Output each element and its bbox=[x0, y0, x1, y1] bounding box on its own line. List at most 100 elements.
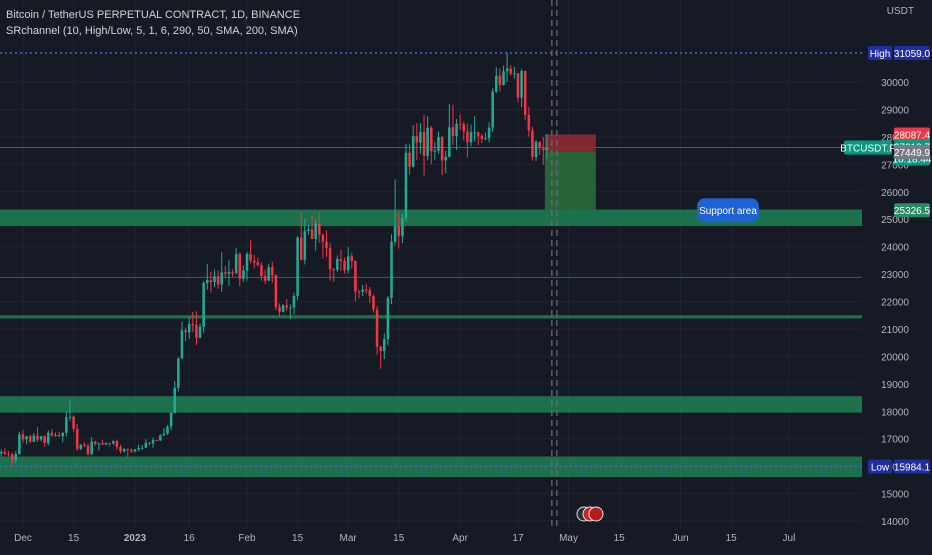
candle-body[interactable] bbox=[75, 428, 79, 449]
candle-body[interactable] bbox=[527, 114, 531, 131]
candle-body[interactable] bbox=[25, 436, 28, 440]
candle-body[interactable] bbox=[343, 260, 346, 271]
candle-body[interactable] bbox=[14, 454, 18, 461]
candle-body[interactable] bbox=[285, 305, 289, 308]
candle-body[interactable] bbox=[422, 132, 426, 156]
candle-body[interactable] bbox=[238, 253, 242, 279]
candle-body[interactable] bbox=[187, 323, 191, 333]
candle-body[interactable] bbox=[440, 137, 444, 161]
candle-body[interactable] bbox=[375, 309, 379, 347]
candle-body[interactable] bbox=[7, 453, 10, 455]
candle-body[interactable] bbox=[307, 229, 310, 231]
candle-body[interactable] bbox=[159, 435, 162, 441]
candle-body[interactable] bbox=[419, 132, 422, 143]
candle-body[interactable] bbox=[224, 272, 227, 274]
candle-body[interactable] bbox=[448, 127, 451, 157]
candle-body[interactable] bbox=[292, 296, 296, 308]
candle-body[interactable] bbox=[245, 254, 249, 271]
candle-body[interactable] bbox=[205, 280, 209, 284]
candle-body[interactable] bbox=[531, 130, 534, 157]
candle-body[interactable] bbox=[350, 256, 354, 261]
candle-body[interactable] bbox=[429, 127, 433, 152]
candle-body[interactable] bbox=[390, 241, 393, 298]
candle-body[interactable] bbox=[487, 127, 491, 139]
candle-body[interactable] bbox=[177, 358, 180, 388]
candle-body[interactable] bbox=[303, 230, 307, 260]
candle-body[interactable] bbox=[0, 451, 3, 454]
candle-body[interactable] bbox=[321, 234, 325, 242]
candle-body[interactable] bbox=[162, 433, 166, 436]
candle-body[interactable] bbox=[65, 417, 68, 433]
candle-body[interactable] bbox=[144, 442, 148, 448]
candle-body[interactable] bbox=[523, 71, 527, 115]
candle-body[interactable] bbox=[148, 442, 151, 444]
candle-body[interactable] bbox=[3, 451, 7, 454]
candle-body[interactable] bbox=[505, 68, 509, 72]
candle-body[interactable] bbox=[328, 248, 332, 270]
candle-body[interactable] bbox=[54, 435, 57, 437]
candle-body[interactable] bbox=[133, 449, 137, 452]
candle-body[interactable] bbox=[260, 265, 263, 276]
candle-body[interactable] bbox=[346, 256, 350, 271]
candle-body[interactable] bbox=[364, 289, 368, 291]
candle-body[interactable] bbox=[140, 447, 144, 449]
candle-body[interactable] bbox=[476, 132, 480, 136]
candle-body[interactable] bbox=[61, 432, 65, 437]
candle-body[interactable] bbox=[263, 275, 267, 281]
candle-body[interactable] bbox=[112, 441, 115, 444]
candle-body[interactable] bbox=[383, 339, 386, 352]
candle-body[interactable] bbox=[484, 138, 487, 140]
candle-body[interactable] bbox=[72, 416, 75, 429]
candle-body[interactable] bbox=[379, 346, 382, 352]
symbol-title[interactable]: Bitcoin / TetherUS PERPETUAL CONTRACT, 1… bbox=[6, 9, 301, 21]
candle-body[interactable] bbox=[180, 330, 184, 359]
candle-body[interactable] bbox=[83, 444, 86, 446]
position-stop-zone[interactable] bbox=[544, 134, 596, 152]
candle-body[interactable] bbox=[393, 226, 397, 242]
candle-body[interactable] bbox=[28, 436, 32, 442]
candle-body[interactable] bbox=[271, 267, 274, 276]
support-area-bubble[interactable] bbox=[697, 198, 759, 223]
time-axis[interactable] bbox=[0, 528, 862, 550]
candle-body[interactable] bbox=[93, 441, 97, 444]
candle-body[interactable] bbox=[357, 291, 361, 293]
candle-body[interactable] bbox=[437, 137, 440, 151]
candle-body[interactable] bbox=[314, 223, 317, 239]
candle-body[interactable] bbox=[361, 289, 364, 292]
candle-body[interactable] bbox=[538, 141, 541, 149]
candle-body[interactable] bbox=[21, 434, 25, 440]
candle-body[interactable] bbox=[473, 132, 476, 134]
candle-body[interactable] bbox=[130, 449, 133, 452]
candle-body[interactable] bbox=[43, 436, 46, 444]
candle-body[interactable] bbox=[97, 443, 101, 445]
candle-body[interactable] bbox=[397, 226, 401, 237]
candle-body[interactable] bbox=[354, 260, 357, 292]
candle-body[interactable] bbox=[332, 269, 335, 271]
candle-body[interactable] bbox=[101, 443, 104, 445]
candle-body[interactable] bbox=[336, 258, 339, 270]
candle-body[interactable] bbox=[169, 412, 173, 427]
candle-body[interactable] bbox=[10, 454, 14, 461]
candle-body[interactable] bbox=[57, 435, 61, 437]
candle-body[interactable] bbox=[491, 91, 494, 128]
candle-body[interactable] bbox=[119, 446, 122, 452]
candle-body[interactable] bbox=[198, 326, 202, 338]
candle-body[interactable] bbox=[256, 262, 260, 266]
candle-body[interactable] bbox=[155, 440, 158, 442]
candle-body[interactable] bbox=[368, 290, 372, 297]
candle-body[interactable] bbox=[415, 136, 419, 143]
candle-body[interactable] bbox=[386, 297, 390, 340]
candle-body[interactable] bbox=[122, 449, 126, 452]
candle-body[interactable] bbox=[426, 127, 429, 156]
candle-body[interactable] bbox=[498, 75, 502, 86]
candle-body[interactable] bbox=[299, 237, 303, 260]
candle-body[interactable] bbox=[325, 241, 328, 249]
candle-body[interactable] bbox=[173, 387, 177, 413]
candle-body[interactable] bbox=[137, 448, 140, 450]
candle-body[interactable] bbox=[401, 218, 404, 237]
candle-body[interactable] bbox=[18, 434, 21, 455]
candle-body[interactable] bbox=[115, 441, 119, 447]
candle-body[interactable] bbox=[411, 136, 415, 167]
